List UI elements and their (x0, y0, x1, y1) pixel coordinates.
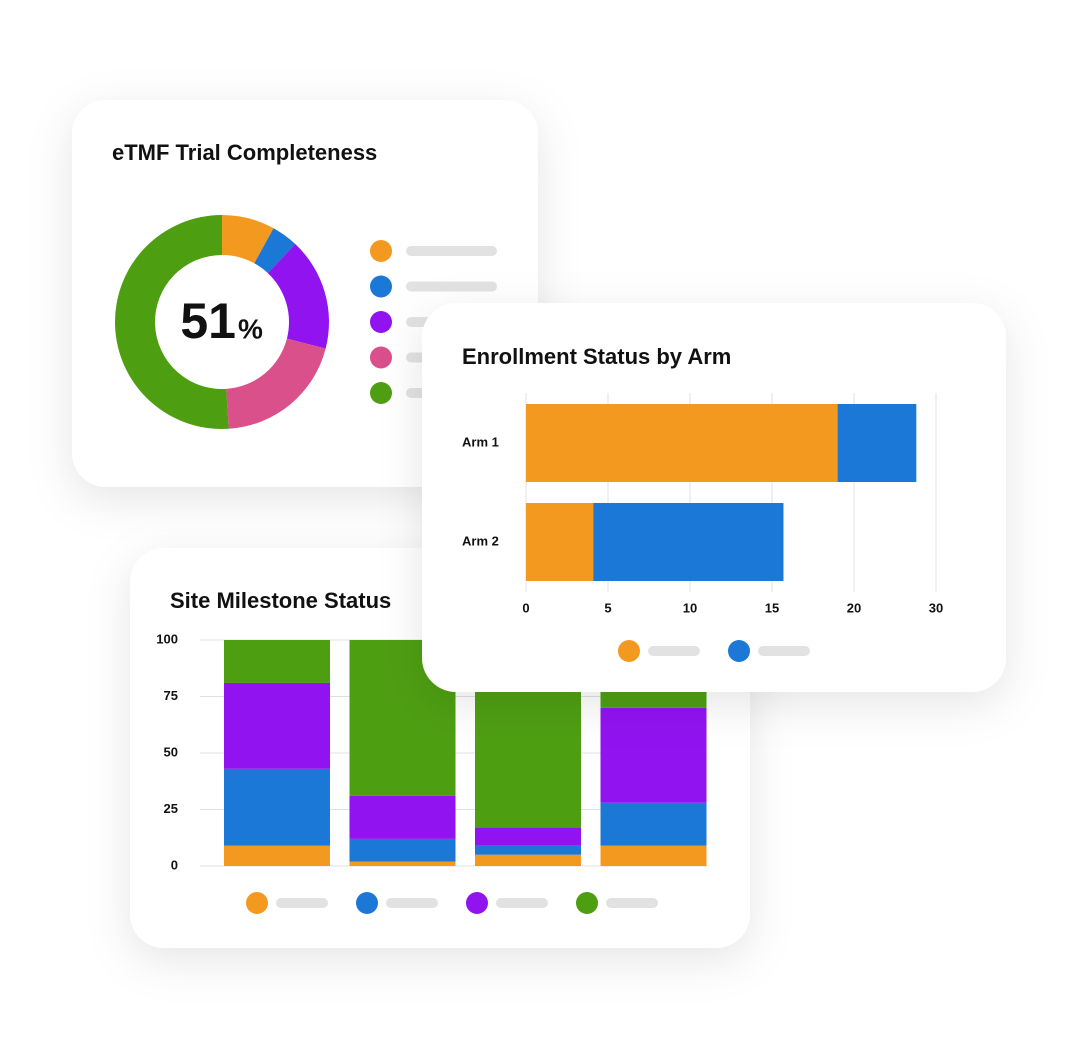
bar-segment (349, 838, 456, 862)
legend-placeholder (406, 281, 497, 292)
legend-dot (370, 240, 392, 262)
bar-segment (475, 845, 581, 855)
bar-segment (837, 404, 917, 482)
legend-placeholder (606, 898, 658, 908)
legend-dot (370, 346, 392, 369)
legend-dot (370, 275, 392, 298)
bar-segment (475, 854, 581, 866)
donut-segment (226, 338, 326, 429)
center-unit: % (238, 313, 263, 344)
bar-segment (600, 802, 707, 846)
legend-dot (728, 640, 750, 662)
enrollment-card: Enrollment Status by Arm 0 5 10 15 20 30 Arm 1… (422, 303, 1006, 692)
donut-segment (114, 215, 229, 429)
legend-dot (576, 892, 598, 914)
x-tick-label: 15 (765, 600, 779, 615)
y-tick-label: 0 (171, 857, 178, 872)
legend-placeholder (648, 646, 700, 656)
bar-segment (526, 404, 838, 482)
y-tick-label: Arm 1 (462, 434, 499, 449)
x-tick-label: 0 (522, 600, 529, 615)
y-tick-label: 50 (164, 744, 178, 759)
legend-placeholder (758, 646, 810, 656)
legend-dot (370, 311, 392, 333)
y-tick-label: 25 (164, 801, 178, 816)
bar-segment (349, 795, 456, 839)
x-tick-label: 20 (847, 600, 861, 615)
donut-segment (222, 215, 274, 264)
legend-placeholder (276, 898, 328, 908)
bar-segment (526, 503, 594, 581)
y-tick-label: 100 (156, 631, 178, 646)
card-title: Enrollment Status by Arm (462, 344, 731, 369)
card-title: eTMF Trial Completeness (112, 140, 377, 165)
x-tick-label: 30 (929, 600, 943, 615)
bar-segment (600, 707, 707, 803)
legend-dot (618, 640, 640, 662)
legend-dot (370, 382, 392, 404)
y-tick-label: Arm 2 (462, 533, 499, 548)
bar-segment (593, 503, 784, 581)
legend-placeholder (406, 246, 497, 256)
legend-dot (246, 892, 268, 914)
bar-segment (224, 845, 330, 866)
legend-dot (356, 892, 378, 914)
legend-placeholder (496, 898, 548, 908)
y-tick-label: 75 (164, 688, 178, 703)
center-value: 51 (180, 293, 236, 349)
donut-segment (254, 228, 296, 274)
bar-segment (600, 845, 707, 866)
legend-dot (466, 892, 488, 914)
bar-segment (475, 827, 581, 846)
bar-segment (224, 768, 330, 846)
bar-segment (224, 640, 330, 683)
legend-placeholder (386, 898, 438, 908)
bar-segment (224, 682, 330, 769)
card-title: Site Milestone Status (170, 588, 391, 613)
x-tick-label: 10 (683, 600, 697, 615)
card (422, 303, 1006, 692)
donut-segment (267, 244, 329, 349)
bar-segment (349, 861, 456, 866)
x-tick-label: 5 (604, 600, 611, 615)
